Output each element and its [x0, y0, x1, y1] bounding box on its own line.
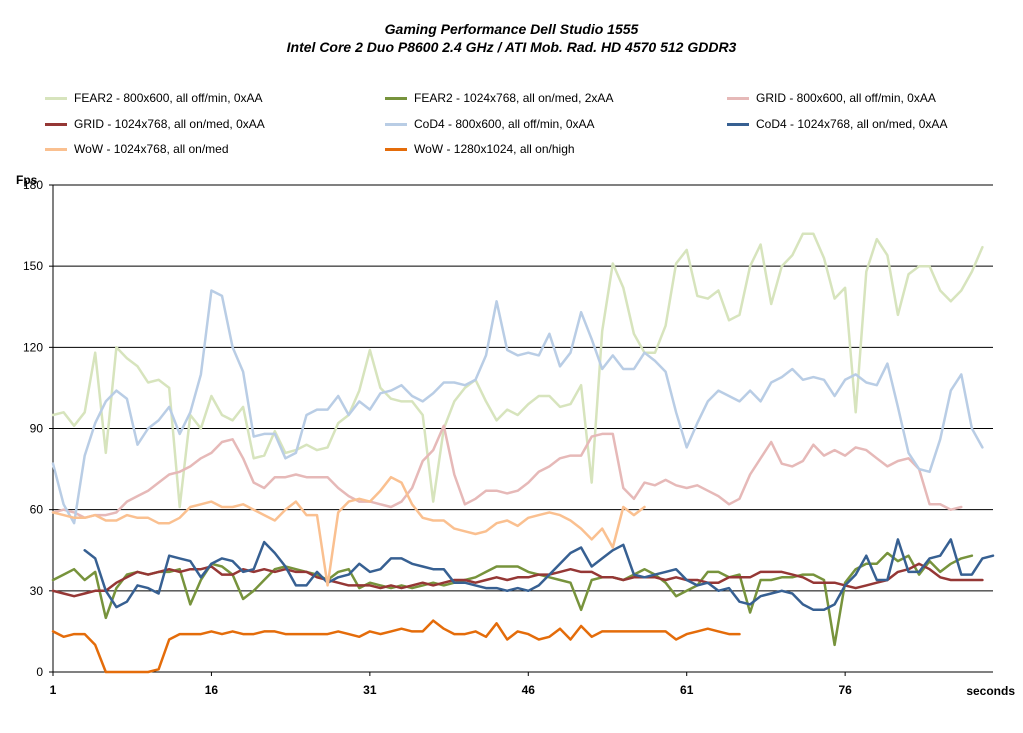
legend-label: GRID - 1024x768, all on/med, 0xAA — [74, 117, 265, 131]
legend-swatch — [45, 123, 67, 126]
legend-label: FEAR2 - 800x600, all off/min, 0xAA — [74, 91, 263, 105]
x-tick-label: 46 — [522, 683, 536, 697]
legend-swatch — [385, 123, 407, 126]
legend-swatch — [385, 148, 407, 151]
legend-label: GRID - 800x600, all off/min, 0xAA — [756, 91, 936, 105]
legend-swatch — [727, 123, 749, 126]
legend-label: FEAR2 - 1024x768, all on/med, 2xAA — [414, 91, 614, 105]
x-tick-label: 1 — [50, 683, 57, 697]
x-tick-label: 16 — [205, 683, 219, 697]
legend-label: CoD4 - 800x600, all off/min, 0xAA — [414, 117, 595, 131]
legend-swatch — [45, 97, 67, 100]
legend-swatch — [727, 97, 749, 100]
legend-swatch — [45, 148, 67, 151]
y-axis-label: Fps — [16, 173, 38, 187]
legend-label: WoW - 1024x768, all on/med — [74, 142, 229, 156]
chart-title-line1: Gaming Performance Dell Studio 1555 — [384, 21, 639, 37]
x-axis-label: seconds — [966, 684, 1015, 698]
y-tick-label: 60 — [30, 503, 44, 517]
series-line-3 — [51, 424, 963, 520]
x-tick-label: 31 — [363, 683, 377, 697]
legend: FEAR2 - 800x600, all off/min, 0xAA FEAR2 … — [0, 0, 1023, 170]
series-line-1 — [51, 232, 984, 509]
y-tick-label: 120 — [23, 340, 43, 354]
y-tick-label: 30 — [30, 584, 44, 598]
legend-swatch — [385, 97, 407, 100]
x-tick-label: 61 — [680, 683, 694, 697]
series-line-5 — [51, 289, 984, 525]
chart-title: Gaming Performance Dell Studio 1555 Inte… — [0, 20, 1023, 56]
y-tick-label: 0 — [36, 665, 43, 679]
chart-subtitle: Intel Core 2 Duo P8600 2.4 GHz / ATI Mob… — [286, 39, 737, 55]
series-line-8 — [51, 619, 741, 674]
x-tick-label: 76 — [838, 683, 852, 697]
series-line-6 — [83, 538, 995, 612]
series-line-2 — [51, 551, 974, 647]
series-line-7 — [51, 475, 646, 587]
legend-label: CoD4 - 1024x768, all on/med, 0xAA — [756, 117, 948, 131]
y-tick-label: 150 — [23, 259, 43, 273]
y-tick-label: 180 — [23, 178, 43, 192]
y-tick-label: 90 — [30, 422, 44, 436]
legend-label: WoW - 1280x1024, all on/high — [414, 142, 575, 156]
